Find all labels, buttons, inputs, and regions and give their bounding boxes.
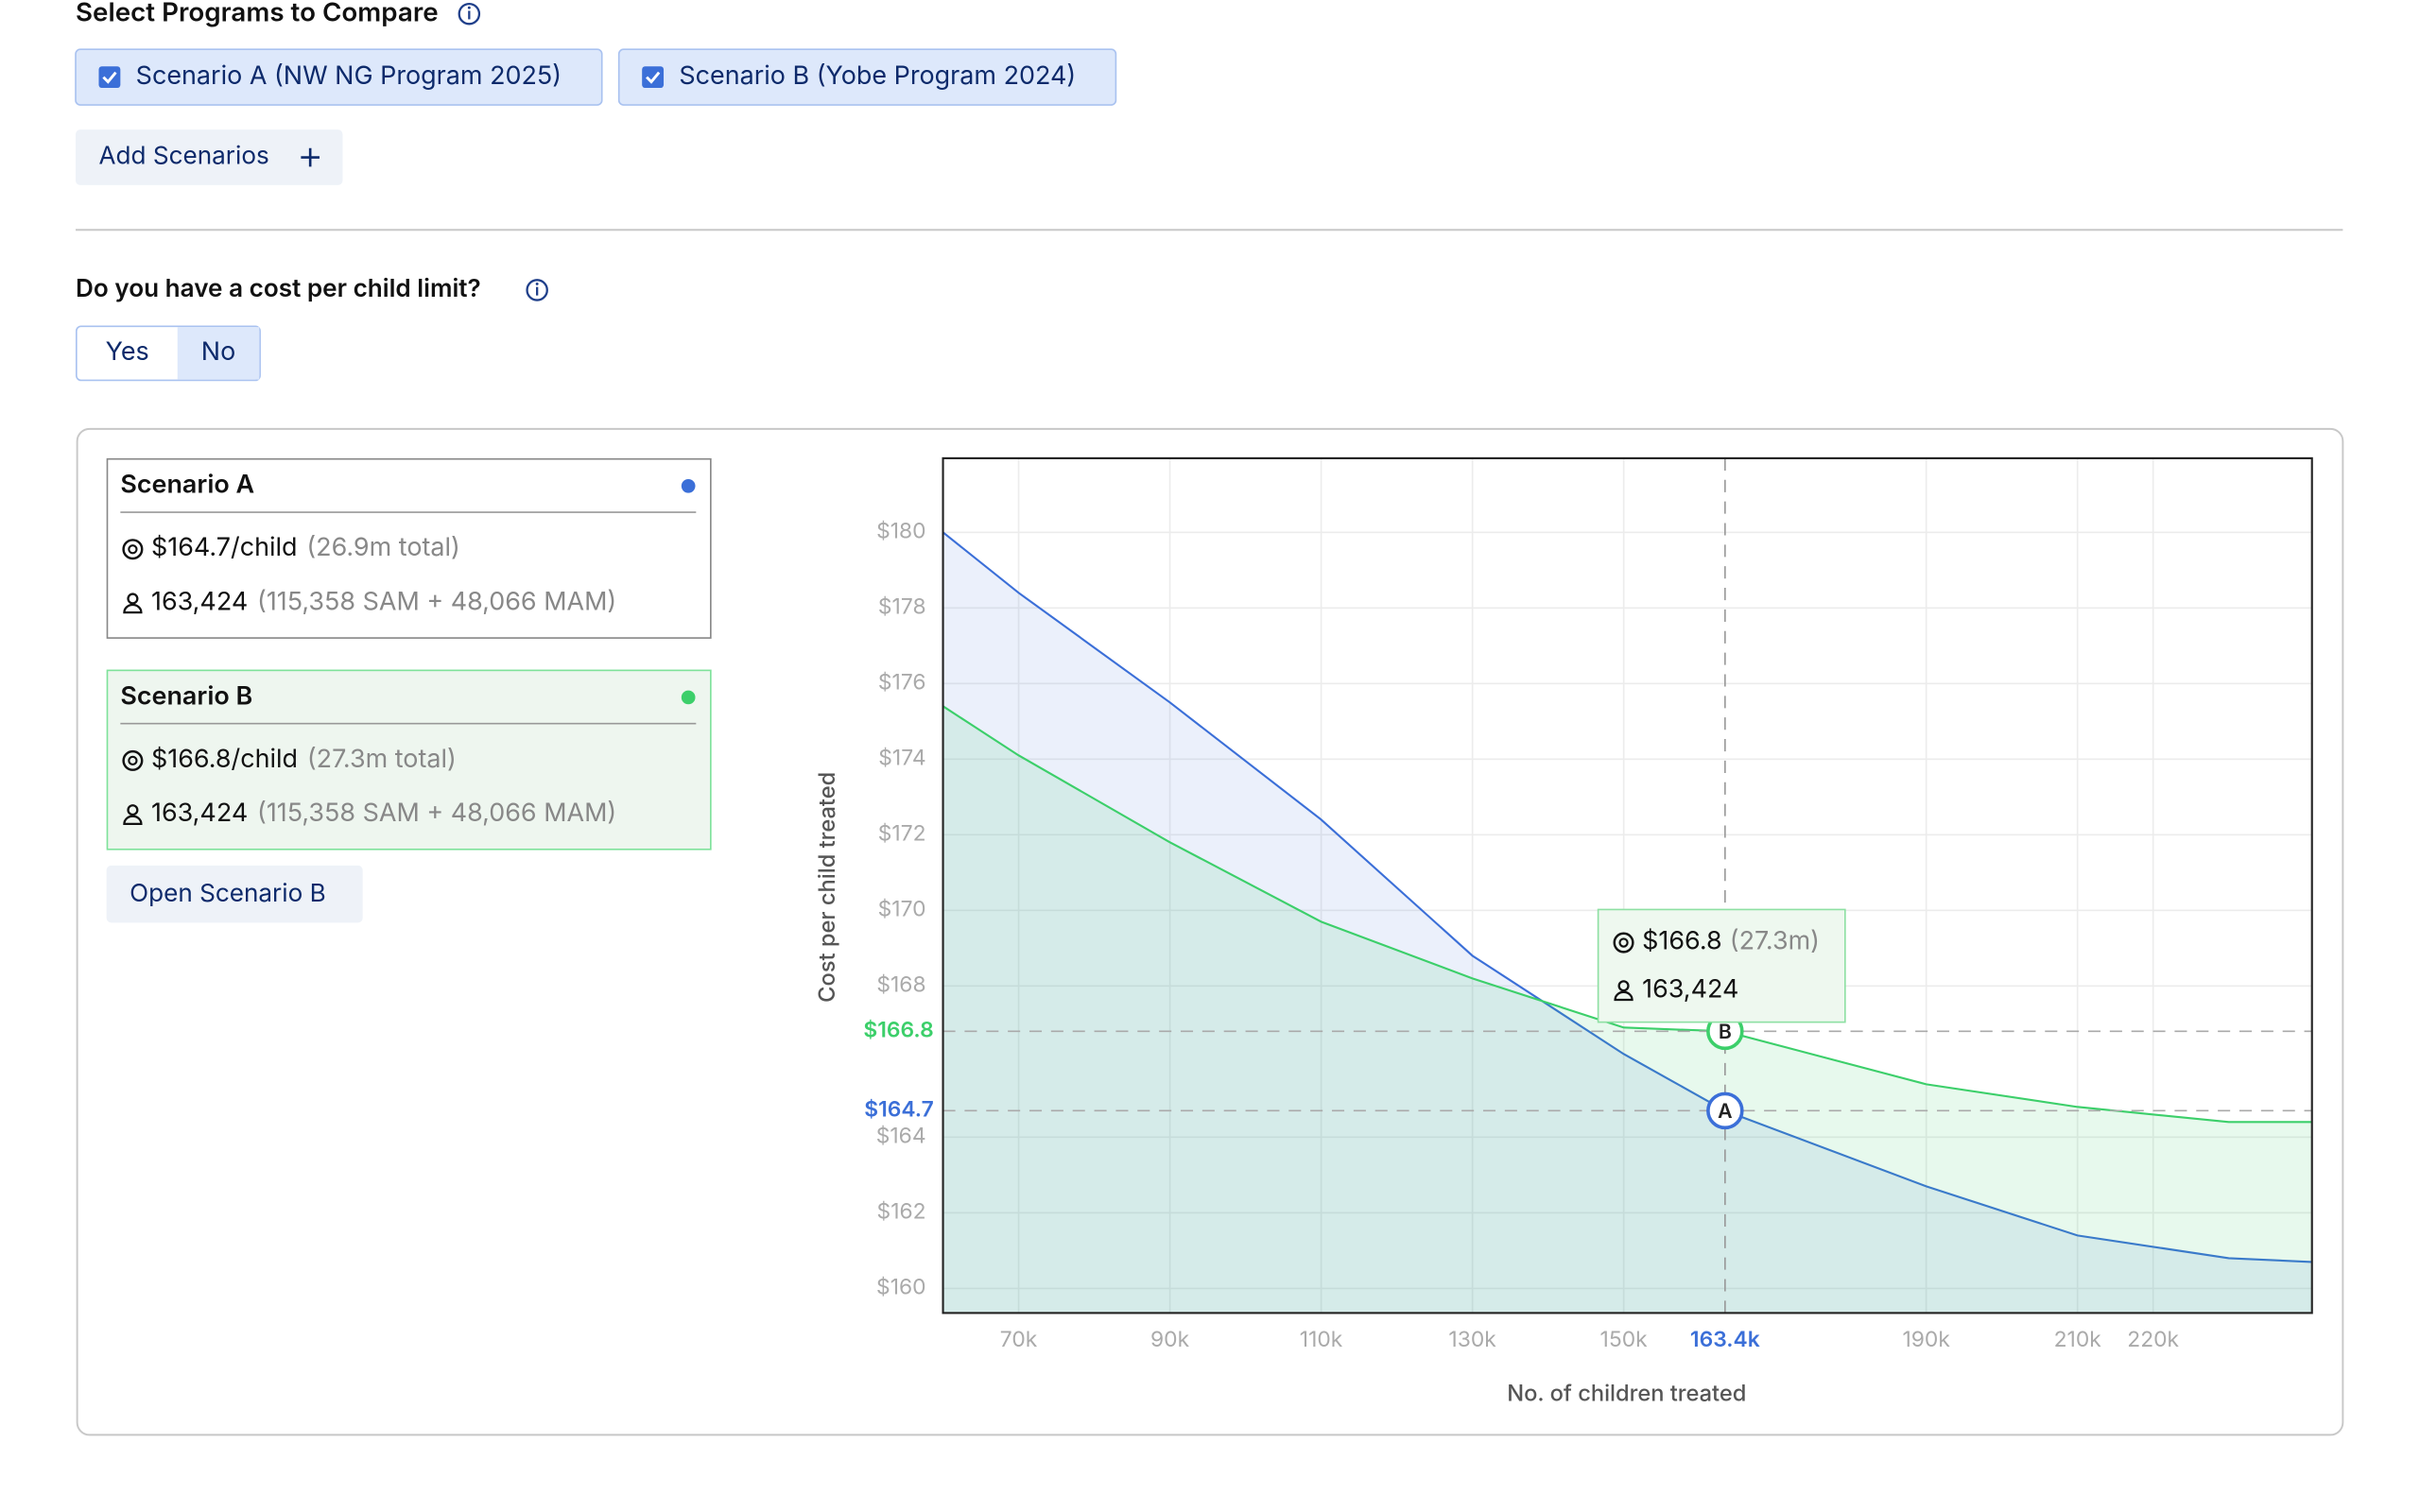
plot-bg bbox=[942, 457, 2312, 1314]
area bbox=[942, 532, 2312, 1314]
button-label: Add Scenarios bbox=[98, 142, 268, 171]
children-line: 163,424 (115,358 SAM + 48,066 MAM) bbox=[151, 798, 616, 828]
x-tick-label: 90k bbox=[1150, 1326, 1190, 1352]
open-button[interactable]: Open Scenario B bbox=[106, 865, 363, 923]
person-icon bbox=[1614, 990, 1634, 1002]
y-tick-label: $162 bbox=[877, 1198, 926, 1225]
coin-icon bbox=[122, 539, 144, 560]
x-axis-title: No. of children treated bbox=[1507, 1379, 1746, 1406]
y-tick-label: $160 bbox=[876, 1274, 926, 1300]
info-icon[interactable] bbox=[526, 279, 548, 301]
toggle-option[interactable]: No bbox=[201, 336, 235, 367]
coin-icon bbox=[1618, 937, 1629, 948]
scenario-card: Scenario B $166.8/child (27.3m total) 163,4… bbox=[106, 669, 712, 850]
y-tick-label: $172 bbox=[878, 820, 926, 847]
checkbox bbox=[642, 66, 665, 89]
checkbox bbox=[98, 66, 121, 89]
breakdown: (115,358 SAM + 48,066 MAM) bbox=[257, 798, 616, 828]
panel bbox=[76, 427, 2344, 1436]
question: Do you have a cost per child limit? bbox=[76, 274, 481, 303]
x-tick-label: 210k bbox=[2054, 1326, 2102, 1352]
add-button[interactable]: Add Scenarios bbox=[76, 129, 343, 185]
tooltip-total: (27.3m) bbox=[1730, 926, 1820, 956]
coin-icon bbox=[128, 544, 138, 555]
selection-x-label: 163.4k bbox=[1690, 1326, 1760, 1352]
card-dot bbox=[681, 690, 696, 705]
person-icon bbox=[1617, 980, 1630, 992]
toggle-selected bbox=[177, 327, 260, 380]
y-tick-label: $164 bbox=[876, 1123, 926, 1149]
tooltip-cost: $166.8 bbox=[1642, 926, 1722, 956]
toggle: Yes No bbox=[76, 325, 261, 382]
x-tick-label: 110k bbox=[1300, 1326, 1343, 1352]
scenario-chip[interactable]: Scenario A (NW NG Program 2025) bbox=[75, 48, 603, 106]
card-bg bbox=[106, 457, 712, 639]
marker-label: B bbox=[1719, 1020, 1732, 1044]
person-icon bbox=[127, 593, 139, 605]
coin-icon bbox=[122, 749, 144, 771]
children: 163,424 bbox=[151, 587, 248, 617]
card-title: Scenario B bbox=[120, 680, 252, 711]
tooltip-cost-line: $166.8 (27.3m) bbox=[1642, 926, 1820, 956]
person-icon bbox=[123, 815, 143, 825]
y-tick-label: $180 bbox=[876, 518, 926, 544]
chip-bg bbox=[617, 48, 1117, 106]
toggle-option[interactable]: Yes bbox=[106, 336, 149, 367]
x-tick-label: 190k bbox=[1902, 1326, 1950, 1352]
chart: $160 $162 $164 $168 $170 $172 $174 $176 $178 $180… bbox=[813, 456, 2313, 1406]
y-tick-label: $178 bbox=[878, 593, 926, 620]
y-tick-label: $174 bbox=[878, 745, 925, 771]
coin-icon bbox=[1613, 932, 1634, 954]
card-bg bbox=[106, 669, 712, 850]
series-line bbox=[942, 705, 2312, 1124]
cost: $166.8/child bbox=[151, 744, 298, 774]
area bbox=[942, 706, 2312, 1314]
y-tick-label: $168 bbox=[876, 971, 925, 998]
button-label: Open Scenario B bbox=[130, 879, 326, 908]
y-axis-title: Cost per child treated bbox=[813, 772, 840, 1003]
check bbox=[646, 71, 661, 84]
cost-line: $164.7/child (26.9m total) bbox=[151, 533, 460, 563]
x-tick-label: 150k bbox=[1600, 1326, 1649, 1352]
marker-y-label: $166.8 bbox=[863, 1017, 933, 1043]
tooltip-children: 163,424 bbox=[1642, 974, 1738, 1005]
info-icon[interactable] bbox=[458, 2, 481, 26]
total: (26.9m total) bbox=[306, 533, 460, 563]
person-icon bbox=[127, 804, 139, 816]
coin-icon bbox=[128, 755, 138, 766]
scenario-chip[interactable]: Scenario B (Yobe Program 2024) bbox=[617, 48, 1117, 106]
section-title: Select Programs to Compare bbox=[76, 0, 439, 27]
x-tick-label: 130k bbox=[1448, 1326, 1496, 1352]
tooltip: $166.8 (27.3m) 163,424 bbox=[1597, 908, 1846, 1023]
chip-label: Scenario A (NW NG Program 2025) bbox=[136, 60, 562, 91]
cost-line: $166.8/child (27.3m total) bbox=[151, 744, 457, 774]
plot-frame bbox=[942, 456, 2313, 1314]
chip-label: Scenario B (Yobe Program 2024) bbox=[679, 60, 1076, 91]
tooltip-bg bbox=[1597, 908, 1846, 1023]
cost: $164.7/child bbox=[151, 533, 298, 563]
breakdown: (115,358 SAM + 48,066 MAM) bbox=[257, 587, 616, 617]
check bbox=[102, 71, 117, 84]
children-line: 163,424 (115,358 SAM + 48,066 MAM) bbox=[151, 587, 616, 617]
scenario-card: Scenario A $164.7/child (26.9m total) 163,4… bbox=[106, 457, 712, 639]
chip-bg bbox=[75, 48, 603, 106]
marker-label: A bbox=[1718, 1099, 1732, 1124]
marker-y-label: $164.7 bbox=[864, 1096, 934, 1123]
children: 163,424 bbox=[151, 798, 248, 828]
marker[interactable] bbox=[1706, 1091, 1744, 1130]
series-line bbox=[942, 531, 2312, 1263]
card-title: Scenario A bbox=[120, 470, 254, 500]
x-tick-label: 70k bbox=[1000, 1326, 1038, 1352]
total: (27.3m total) bbox=[307, 744, 457, 774]
x-tick-label: 220k bbox=[2127, 1326, 2179, 1352]
card-dot bbox=[681, 478, 696, 493]
y-tick-label: $176 bbox=[878, 669, 926, 696]
person-icon bbox=[123, 603, 143, 614]
y-tick-label: $170 bbox=[878, 896, 926, 922]
